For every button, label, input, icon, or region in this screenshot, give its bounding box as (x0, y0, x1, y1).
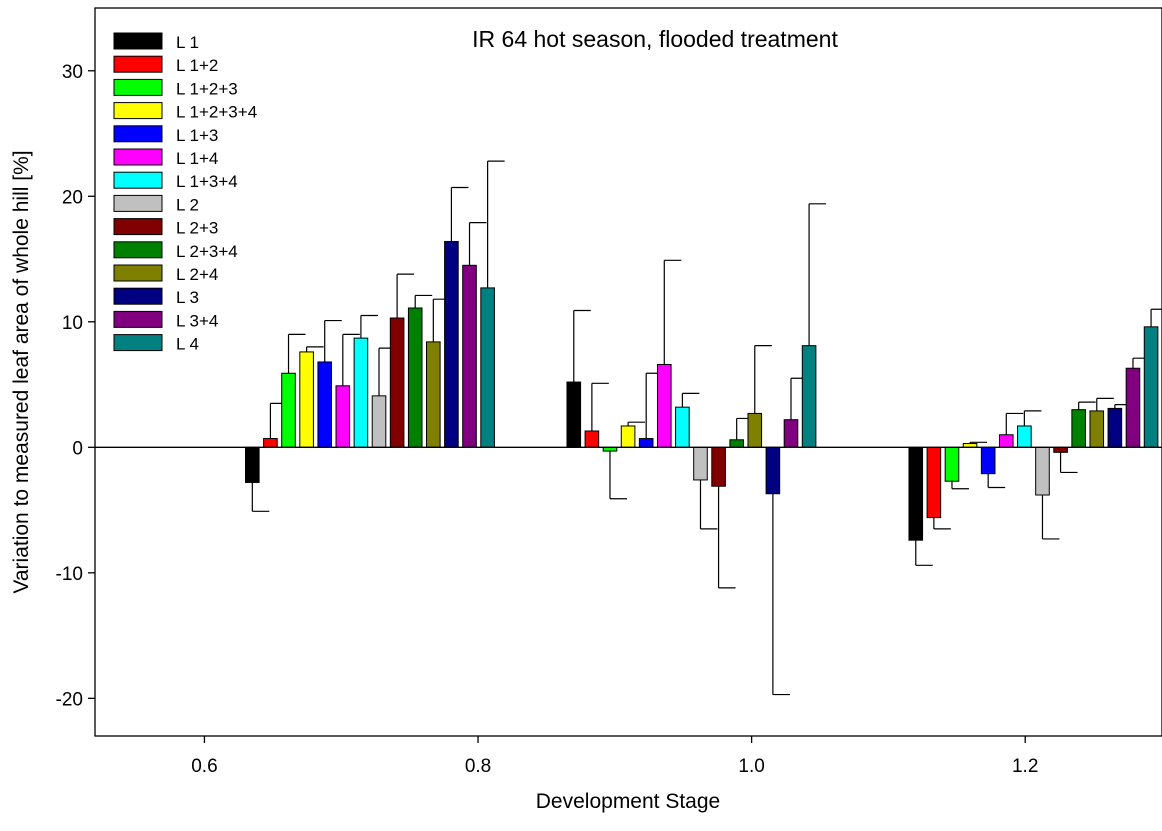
bar (444, 240, 459, 448)
bar (926, 446, 942, 519)
legend-swatch (113, 148, 163, 166)
legend-swatch (113, 102, 163, 120)
bar (729, 439, 744, 448)
bar (1035, 446, 1050, 496)
chart-title: IR 64 hot season, flooded treatment (472, 26, 838, 52)
legend-swatch (113, 194, 163, 212)
bar (353, 337, 369, 448)
bar (281, 372, 296, 448)
x-axis-title: Development Stage (536, 790, 720, 813)
legend-label: L 4 (176, 335, 199, 354)
legend-swatch (113, 241, 163, 259)
bar (566, 381, 582, 448)
bar (1089, 410, 1105, 448)
bar (675, 406, 690, 448)
bar (620, 425, 636, 448)
x-tick-label: 1.2 (1012, 756, 1038, 777)
x-tick-label: 1.0 (738, 756, 764, 777)
bar (335, 385, 351, 448)
bar (801, 345, 817, 448)
legend-label: L 2+3+4 (176, 242, 238, 261)
legend-swatch (113, 32, 163, 50)
legend-label: L 1+2+3+4 (176, 103, 257, 122)
bar (389, 317, 405, 448)
legend-label: L 1+3 (176, 126, 218, 145)
bar (462, 264, 477, 448)
bar (1071, 409, 1086, 448)
y-tick-label: -10 (56, 564, 83, 585)
bar (747, 412, 763, 448)
legend-swatch (113, 125, 163, 143)
bar (783, 419, 799, 448)
y-axis: -20 -10 0 10 20 30 (56, 62, 95, 710)
legend: L 1 L 1+2 L 1+2+3 L 1+2+3+4 L 1+3 L 1+4 L 1+3+… (113, 32, 257, 354)
legend-label: L 1+3+4 (176, 172, 238, 191)
legend-swatch (113, 218, 163, 236)
bar (711, 446, 726, 487)
bar (1017, 425, 1032, 448)
bar (1143, 326, 1159, 448)
legend-label: L 2 (176, 195, 199, 214)
legend-swatch (113, 264, 163, 282)
y-tick-label: 10 (62, 313, 83, 334)
legend-label: L 1+4 (176, 149, 218, 168)
y-axis-title: Variation to measured leaf area of whole… (10, 150, 33, 593)
bar (371, 395, 387, 448)
x-tick-label: 0.8 (465, 756, 491, 777)
legend-swatch (113, 78, 163, 96)
plot-frame (94, 7, 1162, 737)
legend-label: L 1 (176, 33, 199, 52)
bar (693, 446, 708, 481)
x-tick-label: 0.6 (191, 756, 217, 777)
legend-label: L 1+2+3 (176, 79, 238, 98)
bar (245, 446, 260, 483)
bar (638, 438, 654, 448)
legend-swatch (113, 334, 163, 352)
bar (299, 351, 314, 448)
bar (407, 307, 423, 448)
bar (944, 446, 960, 482)
bar (908, 446, 924, 541)
legend-swatch (113, 310, 163, 328)
bar (317, 361, 333, 448)
bar (765, 446, 781, 495)
legend-label: L 3 (176, 288, 199, 307)
legend-swatch (113, 287, 163, 305)
bar (656, 363, 672, 448)
bar (480, 287, 495, 448)
bar (1053, 446, 1068, 453)
legend-label: L 3+4 (176, 311, 218, 330)
legend-label: L 2+4 (176, 265, 218, 284)
bar (263, 438, 278, 448)
bar (1107, 407, 1123, 448)
bars-layer (245, 160, 1162, 696)
bar (998, 434, 1014, 448)
legend-label: L 2+3 (176, 219, 218, 238)
y-tick-label: -20 (56, 689, 83, 710)
bar (980, 446, 996, 475)
legend-swatch (113, 55, 163, 73)
y-tick-label: 20 (62, 187, 83, 208)
bar (584, 430, 600, 448)
x-axis: 0.6 0.8 1.0 1.2 (191, 736, 1038, 777)
y-tick-label: 30 (62, 62, 83, 83)
y-tick-label: 0 (72, 438, 83, 459)
bar (1125, 367, 1141, 448)
legend-label: L 1+2 (176, 56, 218, 75)
bar (426, 341, 441, 448)
legend-swatch (113, 171, 163, 189)
